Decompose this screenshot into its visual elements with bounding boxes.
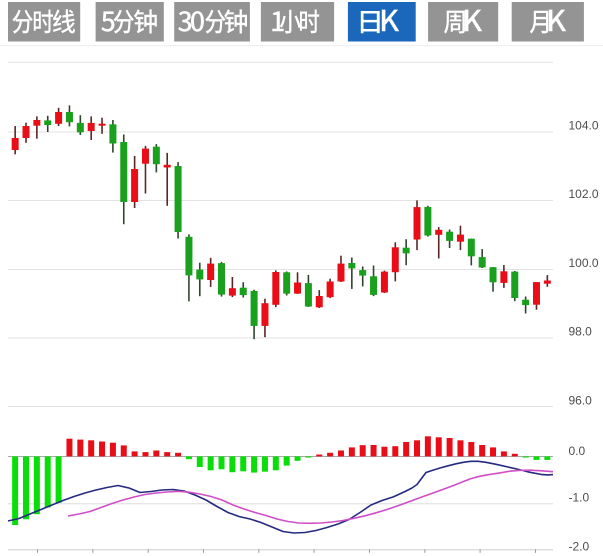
svg-text:0.0: 0.0 [569,444,586,458]
svg-text:-2.0: -2.0 [569,539,590,553]
svg-text:102.0: 102.0 [569,187,599,201]
svg-text:96.0: 96.0 [569,393,593,407]
svg-text:100.0: 100.0 [569,256,599,270]
svg-text:104.0: 104.0 [569,118,599,132]
svg-text:-1.0: -1.0 [569,491,590,505]
svg-text:98.0: 98.0 [569,325,593,339]
